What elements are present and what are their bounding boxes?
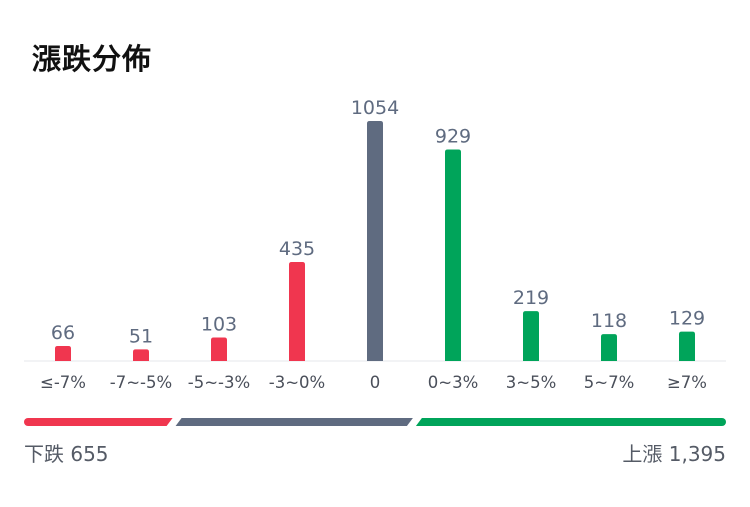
bar-value-label-6: 219 xyxy=(513,287,549,309)
bar-1 xyxy=(133,349,149,361)
down-summary-label: 下跌 xyxy=(24,442,64,466)
tick-label-7: 5~7% xyxy=(584,373,635,392)
tick-label-3: -3~0% xyxy=(269,373,325,392)
bar-value-label-4: 1054 xyxy=(351,97,399,119)
bar-value-label-7: 118 xyxy=(591,310,627,332)
tick-label-8: ≥7% xyxy=(667,373,707,392)
down-ratio-segment xyxy=(24,418,173,426)
bar-value-label-5: 929 xyxy=(435,125,471,147)
bar-value-label-0: 66 xyxy=(51,322,75,344)
tick-label-6: 3~5% xyxy=(506,373,557,392)
up-summary-value: 1,395 xyxy=(668,442,726,466)
bar-3 xyxy=(289,261,305,361)
chart-title: 漲跌分佈 xyxy=(32,42,153,76)
tick-label-0: ≤-7% xyxy=(40,373,86,392)
bar-0 xyxy=(55,345,71,361)
bar-8 xyxy=(679,331,695,361)
bar-4 xyxy=(367,121,383,361)
down-summary: 下跌 655 xyxy=(24,438,109,467)
bar-5 xyxy=(445,149,461,361)
tick-label-5: 0~3% xyxy=(428,373,479,392)
down-summary-value: 655 xyxy=(70,442,109,466)
bar-7 xyxy=(601,334,617,361)
bar-2 xyxy=(211,337,227,361)
tick-label-1: -7~-5% xyxy=(110,373,172,392)
bar-value-label-8: 129 xyxy=(669,308,705,330)
tick-label-2: -5~-3% xyxy=(188,373,250,392)
bar-value-label-2: 103 xyxy=(201,314,237,336)
bar-value-label-1: 51 xyxy=(129,325,153,347)
bar-value-label-3: 435 xyxy=(279,238,315,260)
up-ratio-segment xyxy=(415,418,726,426)
flat-ratio-segment xyxy=(175,418,413,426)
bar-6 xyxy=(523,311,539,361)
tick-label-4: 0 xyxy=(370,373,381,392)
up-summary-label: 上漲 xyxy=(622,442,663,466)
up-summary: 上漲 1,395 xyxy=(622,438,726,467)
